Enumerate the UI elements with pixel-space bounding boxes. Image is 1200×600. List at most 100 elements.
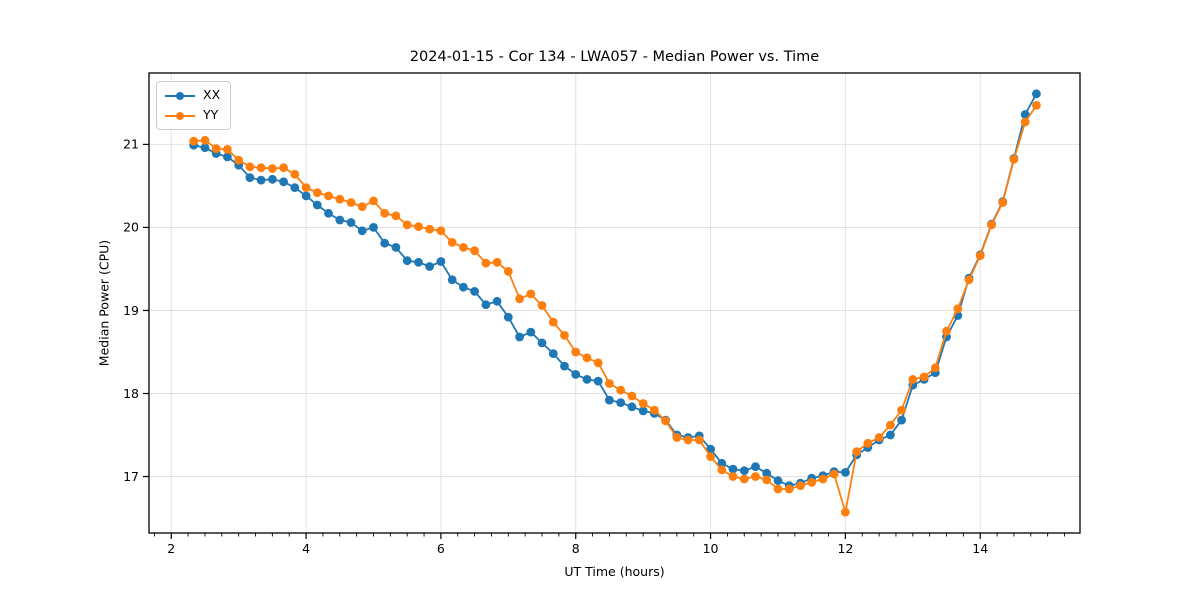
series-YY-point [975, 251, 985, 261]
series-YY-point [605, 379, 614, 388]
series-YY-point [627, 391, 637, 401]
series-YY-point [369, 196, 378, 206]
series-XX-point [571, 370, 581, 379]
x-tick-label: 2 [167, 541, 175, 556]
gridlines [149, 73, 1080, 533]
series-YY-point [593, 358, 603, 368]
series-YY-point [818, 474, 828, 484]
series-XX-point [717, 458, 727, 468]
y-axis-label: Median Power (CPU) [96, 239, 112, 367]
series-XX-point [268, 174, 277, 184]
series-YY-point [863, 438, 873, 448]
series-YY-point [402, 220, 412, 230]
chart-title: 2024-01-15 - Cor 134 - LWA057 - Median P… [409, 49, 820, 65]
series-XX-point [841, 468, 850, 477]
series-XX-point [886, 430, 895, 440]
series-YY-point [796, 481, 805, 491]
series-XX-point [773, 476, 783, 486]
series-YY-point [436, 226, 446, 236]
series-YY-point [987, 220, 996, 230]
legend-marker-xx-icon [165, 91, 195, 101]
series-XX-point [481, 300, 491, 310]
series-XX-point [301, 191, 311, 201]
series-YY-point [515, 294, 524, 304]
series-YY-point [200, 135, 210, 145]
x-axis-label: UT Time (hours) [564, 564, 665, 579]
series-XX-point [537, 338, 547, 348]
series-YY-point [672, 433, 682, 442]
series-YY-point [189, 136, 199, 146]
series-YY-point [582, 353, 592, 363]
legend-label-xx: XX [203, 87, 221, 103]
series-YY-point [414, 222, 423, 232]
series-YY-point [256, 163, 266, 173]
series-YY-point [638, 399, 648, 408]
series-XX-point [751, 462, 760, 471]
series-XX-point [706, 444, 715, 454]
x-tick-label: 10 [703, 541, 719, 556]
series-XX [189, 89, 1041, 491]
series-YY-point [841, 507, 850, 517]
series-YY-point [829, 469, 839, 479]
y-tick-label: 20 [123, 220, 139, 235]
series-XX-point [312, 200, 322, 210]
series-XX-point [762, 468, 772, 478]
series-XX-point [627, 402, 637, 412]
series-YY-point [290, 169, 300, 179]
series-XX-point [223, 152, 232, 162]
legend: XX YY [156, 81, 232, 130]
series-YY-point [459, 243, 468, 252]
series-YY-point [728, 472, 738, 481]
series-XX-point [414, 257, 423, 267]
series-XX-point [369, 223, 378, 232]
series-XX-point [616, 398, 626, 407]
series-XX-point [245, 173, 255, 183]
series-YY-point [447, 238, 457, 247]
series-XX-point [728, 464, 738, 474]
x-tick-label: 8 [572, 541, 580, 556]
series-YY-point [492, 257, 502, 267]
series-YY-point [1032, 101, 1041, 110]
series-XX-point [459, 282, 468, 292]
series-YY-point [897, 405, 906, 415]
series-XX-point [470, 287, 479, 296]
series-XX-point [515, 332, 524, 342]
series-YY-point [953, 304, 963, 314]
series-YY-point [211, 144, 221, 154]
series-XX-point [492, 296, 502, 306]
series-YY-point [739, 474, 749, 484]
legend-marker-yy-icon [165, 111, 195, 121]
series-XX-point [357, 226, 367, 236]
x-tick-label: 12 [837, 541, 853, 556]
legend-item-xx: XX [165, 87, 220, 104]
series-YY-point [391, 211, 401, 221]
series-YY-point [380, 208, 390, 218]
series-XX-point [279, 177, 288, 187]
series-XX-point [290, 183, 300, 193]
series-YY-point [942, 326, 951, 336]
series-XX-point [1020, 110, 1030, 119]
series-YY-point [874, 433, 884, 442]
series-XX-line [193, 93, 1038, 487]
y-tick-label: 18 [123, 386, 139, 401]
series-XX-point [1032, 89, 1041, 99]
series-YY-point [1020, 117, 1030, 127]
series-YY-point [683, 435, 693, 445]
series-YY-point [234, 155, 244, 165]
series-XX-point [200, 143, 210, 153]
series-XX-point [582, 375, 592, 384]
axes-frame [148, 72, 1081, 534]
series-YY-point [762, 475, 772, 485]
series-YY-point [998, 198, 1008, 207]
series-YY-point [548, 317, 558, 327]
series-YY-point [886, 420, 895, 430]
y-tick-label: 17 [123, 469, 139, 484]
series-YY-point [661, 416, 670, 426]
series-XX-point [402, 256, 412, 266]
series-YY-point [301, 183, 311, 193]
series-XX-point [526, 327, 536, 337]
series-XX-point [346, 218, 356, 227]
series-YY-point [470, 246, 479, 256]
series-YY-point [526, 289, 536, 299]
